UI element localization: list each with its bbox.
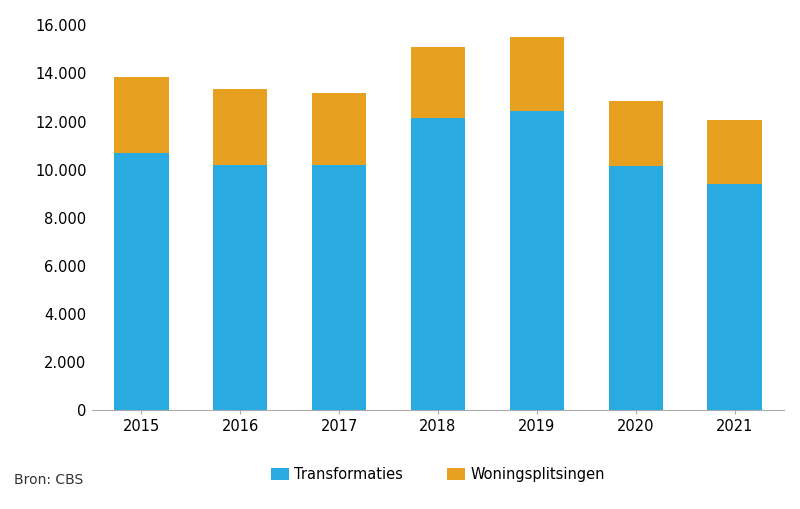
Bar <box>609 166 663 410</box>
Bar <box>411 118 465 410</box>
Bar <box>114 153 169 410</box>
Bar <box>312 165 366 410</box>
Bar <box>510 111 564 410</box>
Bar <box>609 101 663 166</box>
Bar <box>707 184 762 410</box>
Bar <box>213 165 267 410</box>
Bar <box>707 120 762 184</box>
Legend: Transformaties, Woningsplitsingen: Transformaties, Woningsplitsingen <box>271 467 605 482</box>
Bar <box>312 93 366 165</box>
Bar <box>411 47 465 118</box>
Bar <box>510 38 564 111</box>
Bar <box>114 77 169 153</box>
Bar <box>213 89 267 165</box>
Text: Bron: CBS: Bron: CBS <box>14 473 84 487</box>
